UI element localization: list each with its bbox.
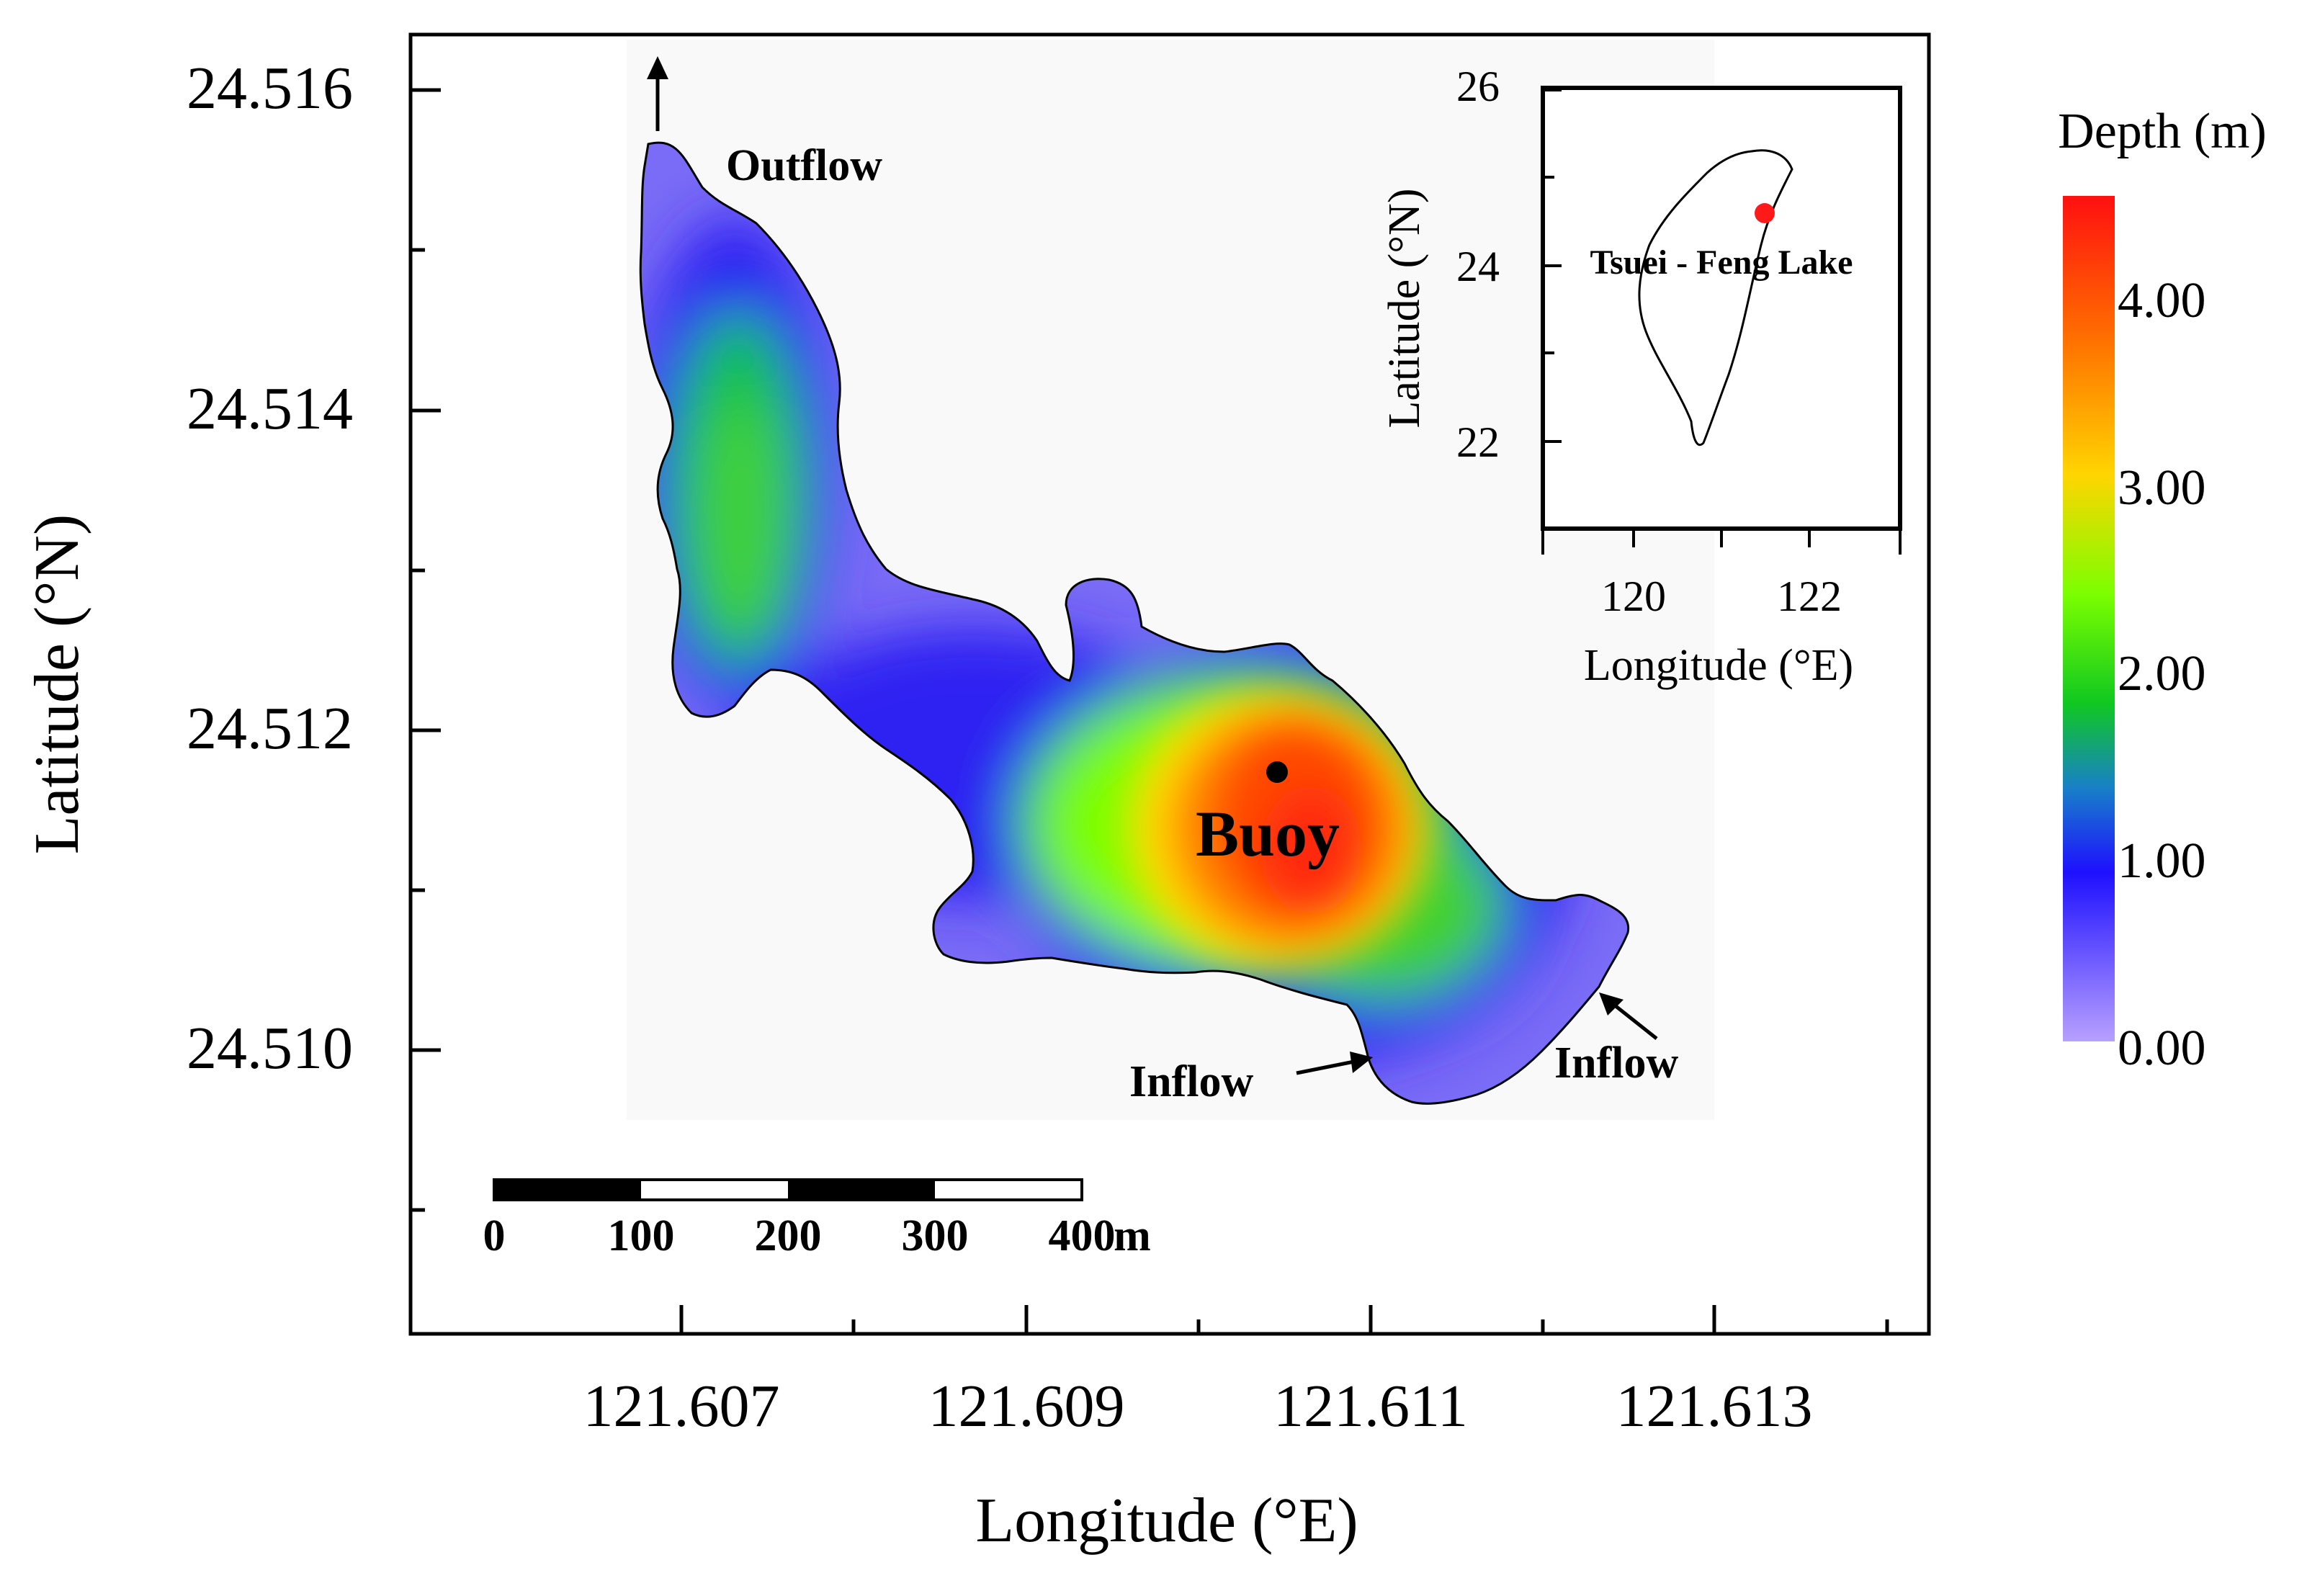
inset-y-tick-label: 22: [1456, 418, 1500, 466]
inflow-label-left: Inflow: [1129, 1057, 1253, 1106]
lake-location-marker: [1755, 203, 1775, 223]
y-tick-label: 24.510: [187, 1015, 353, 1082]
inset-y-axis-title: Latitude (°N): [1380, 189, 1429, 429]
scale-bar: [493, 1178, 1083, 1201]
inset-location-label: Tsuei - Feng Lake: [1590, 243, 1853, 282]
x-tick-label: 121.613: [1616, 1373, 1813, 1440]
y-tick-label: 24.512: [187, 695, 353, 762]
inset-x-tick-label: 122: [1777, 573, 1842, 620]
x-tick-label: 121.607: [583, 1373, 780, 1440]
inflow-label-right: Inflow: [1554, 1039, 1678, 1088]
inflow-arrow-left: [1296, 1052, 1373, 1075]
x-tick-label: 121.609: [928, 1373, 1125, 1440]
colorbar-gradient: [2063, 196, 2115, 1041]
scale-bar-label: 100: [608, 1211, 675, 1260]
inset-y-tick-label: 24: [1456, 243, 1500, 290]
y-axis-title: Latitude (°N): [22, 514, 92, 855]
scale-bar-label: 300: [902, 1211, 969, 1260]
colorbar-title: Depth (m): [2058, 104, 2267, 159]
scale-bar-label: 200: [755, 1211, 822, 1260]
buoy-marker: [1266, 761, 1288, 783]
scale-bar-label: 400: [1049, 1211, 1116, 1260]
colorbar-tick-label: 4.00: [2118, 273, 2206, 328]
outflow-label: Outflow: [726, 141, 882, 190]
outflow-arrow: [647, 56, 668, 131]
inset-x-tick-label: 120: [1601, 573, 1666, 620]
scale-bar-unit: m: [1114, 1211, 1151, 1260]
inset-y-ticks: [1543, 89, 1562, 530]
x-axis-title: Longitude (°E): [975, 1486, 1358, 1556]
x-tick-label: 121.611: [1273, 1373, 1468, 1440]
x-axis-ticks: [679, 1305, 1889, 1334]
inset-map-frame: [1541, 86, 1902, 531]
inflow-arrow-right: [1599, 992, 1658, 1040]
inset-y-tick-label: 26: [1456, 63, 1500, 110]
buoy-label: Buoy: [1196, 799, 1340, 870]
lake-shoreline: [639, 141, 1630, 1105]
colorbar-tick-label: 3.00: [2118, 460, 2206, 516]
y-tick-label: 24.516: [187, 55, 353, 122]
inset-x-ticks: [1541, 529, 1902, 555]
inset-x-axis-title: Longitude (°E): [1584, 641, 1853, 690]
scale-bar-label: 0: [483, 1211, 506, 1260]
y-axis-ticks: [411, 88, 441, 1212]
colorbar-tick-label: 0.00: [2118, 1021, 2206, 1076]
colorbar-tick-label: 2.00: [2118, 646, 2206, 701]
colorbar-tick-label: 1.00: [2118, 833, 2206, 889]
y-tick-label: 24.514: [187, 375, 353, 442]
